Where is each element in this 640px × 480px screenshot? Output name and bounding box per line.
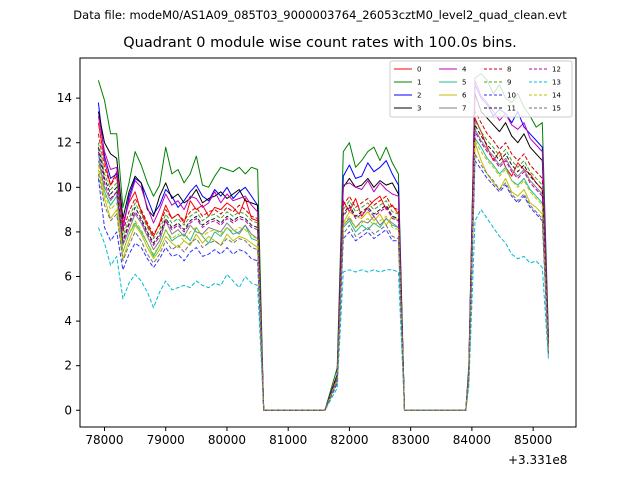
x-axis-offset-label: +3.331e8 [508, 453, 568, 467]
series-line-0 [97, 117, 549, 411]
y-axis: 0 2 4 6 8 10 12 14 [57, 91, 80, 417]
legend-label-6: 6 [462, 92, 467, 100]
legend-label-0: 0 [417, 66, 421, 74]
series-line-4 [97, 79, 549, 411]
legend-label-4: 4 [462, 66, 467, 74]
series-line-5 [97, 137, 549, 411]
y-tick-label: 14 [57, 91, 72, 105]
y-tick-label: 6 [64, 270, 72, 284]
series-line-12 [97, 131, 549, 411]
legend-label-8: 8 [507, 66, 511, 74]
series-line-15 [97, 153, 549, 411]
legend-label-5: 5 [462, 79, 466, 87]
legend-label-14: 14 [552, 92, 561, 100]
series-line-3 [97, 93, 549, 411]
legend-label-13: 13 [552, 79, 561, 87]
x-tick-label: 85000 [514, 433, 552, 447]
series-line-2 [97, 84, 549, 411]
data-file-label: Data file: modeM0/AS1A09_085T03_90000037… [73, 8, 567, 22]
series-line-8 [97, 111, 549, 411]
x-tick-label: 80000 [208, 433, 246, 447]
y-tick-label: 12 [57, 136, 72, 150]
y-tick-label: 2 [64, 359, 72, 373]
chart-title: Quadrant 0 module wise count rates with … [123, 35, 517, 51]
y-tick-label: 0 [64, 403, 72, 417]
x-tick-label: 78000 [85, 433, 123, 447]
legend-label-3: 3 [417, 105, 421, 113]
series-line-13 [97, 209, 549, 411]
y-tick-label: 10 [57, 180, 72, 194]
legend-label-10: 10 [507, 92, 516, 100]
y-tick-label: 4 [64, 314, 72, 328]
series-line-11 [97, 124, 549, 411]
x-axis: 78000 79000 80000 81000 82000 83000 84000 85000 [85, 427, 552, 447]
series-line-10 [97, 160, 549, 411]
series-line-14 [97, 140, 549, 411]
x-tick-label: 82000 [330, 433, 368, 447]
legend-label-9: 9 [507, 79, 511, 87]
x-tick-label: 84000 [453, 433, 491, 447]
series-layer [97, 73, 549, 411]
legend-label-15: 15 [552, 105, 561, 113]
x-tick-label: 81000 [269, 433, 307, 447]
y-tick-label: 8 [64, 225, 72, 239]
legend-label-7: 7 [462, 105, 466, 113]
x-tick-label: 79000 [147, 433, 185, 447]
legend-label-12: 12 [552, 66, 561, 74]
legend-label-1: 1 [417, 79, 421, 87]
plot-frame [79, 57, 577, 428]
legend-label-11: 11 [507, 105, 516, 113]
x-tick-label: 83000 [392, 433, 430, 447]
series-line-9 [97, 119, 549, 411]
series-line-7 [97, 128, 549, 411]
legend-label-2: 2 [417, 92, 421, 100]
legend-box [389, 60, 573, 118]
